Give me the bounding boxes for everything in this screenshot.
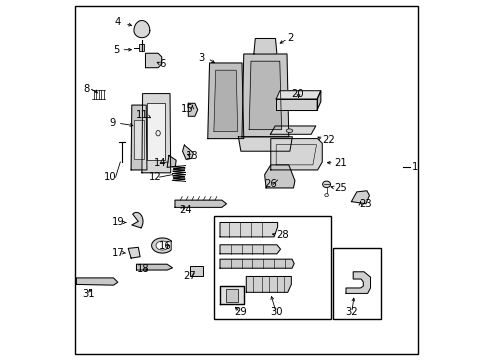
Bar: [225, 289, 238, 302]
Text: 27: 27: [183, 271, 196, 282]
Polygon shape: [276, 99, 317, 110]
Text: 17: 17: [111, 248, 124, 258]
Polygon shape: [128, 247, 140, 258]
Polygon shape: [351, 191, 368, 204]
Text: 21: 21: [333, 158, 346, 168]
Text: 31: 31: [82, 289, 95, 300]
Polygon shape: [136, 264, 172, 270]
Polygon shape: [188, 103, 197, 116]
Text: 9: 9: [109, 118, 115, 128]
Text: 8: 8: [83, 84, 90, 94]
Text: 14: 14: [153, 158, 166, 168]
Text: 23: 23: [359, 199, 371, 210]
Text: 15: 15: [181, 104, 194, 114]
Text: 19: 19: [111, 217, 124, 228]
Text: 2: 2: [287, 33, 293, 43]
Polygon shape: [182, 145, 193, 159]
Polygon shape: [167, 156, 176, 167]
Text: 18: 18: [136, 264, 149, 274]
Polygon shape: [346, 272, 370, 293]
Text: 26: 26: [264, 179, 276, 189]
Polygon shape: [151, 238, 171, 253]
Polygon shape: [76, 278, 118, 285]
Text: 5: 5: [113, 45, 119, 55]
Text: 1: 1: [411, 162, 417, 172]
Text: 25: 25: [333, 183, 346, 193]
Polygon shape: [242, 54, 288, 137]
Bar: [332, 248, 381, 319]
Polygon shape: [213, 70, 237, 131]
Polygon shape: [270, 139, 322, 170]
Bar: [190, 266, 203, 276]
Text: 16: 16: [159, 240, 171, 251]
Polygon shape: [220, 245, 280, 254]
Polygon shape: [131, 105, 146, 170]
Bar: [134, 120, 143, 159]
Polygon shape: [270, 126, 315, 134]
Text: 13: 13: [185, 150, 198, 161]
Text: 12: 12: [149, 172, 162, 182]
Polygon shape: [145, 53, 162, 68]
Polygon shape: [142, 94, 170, 173]
Polygon shape: [220, 259, 294, 268]
Bar: [139, 44, 144, 51]
Polygon shape: [175, 200, 226, 207]
Text: 30: 30: [269, 307, 282, 318]
Text: 11: 11: [135, 110, 148, 120]
Text: 10: 10: [104, 172, 117, 182]
Polygon shape: [134, 21, 149, 38]
Polygon shape: [276, 91, 320, 99]
Text: 29: 29: [233, 307, 246, 318]
Text: 24: 24: [179, 204, 191, 215]
Polygon shape: [238, 137, 292, 151]
Text: 20: 20: [291, 89, 304, 99]
Bar: [213, 216, 330, 319]
Text: 28: 28: [276, 230, 288, 240]
Text: 4: 4: [114, 17, 121, 27]
Text: 3: 3: [198, 53, 204, 63]
Polygon shape: [220, 222, 277, 237]
Ellipse shape: [156, 130, 160, 136]
Text: 32: 32: [345, 307, 357, 318]
Polygon shape: [264, 165, 294, 188]
Polygon shape: [132, 212, 142, 228]
Polygon shape: [253, 39, 276, 54]
Text: 6: 6: [159, 59, 165, 69]
Polygon shape: [246, 276, 291, 292]
Polygon shape: [220, 286, 244, 304]
Polygon shape: [317, 91, 320, 110]
Ellipse shape: [285, 129, 292, 132]
Polygon shape: [207, 63, 244, 139]
Bar: [147, 103, 165, 160]
Polygon shape: [249, 61, 281, 130]
Ellipse shape: [322, 181, 330, 188]
Text: 22: 22: [321, 135, 334, 145]
